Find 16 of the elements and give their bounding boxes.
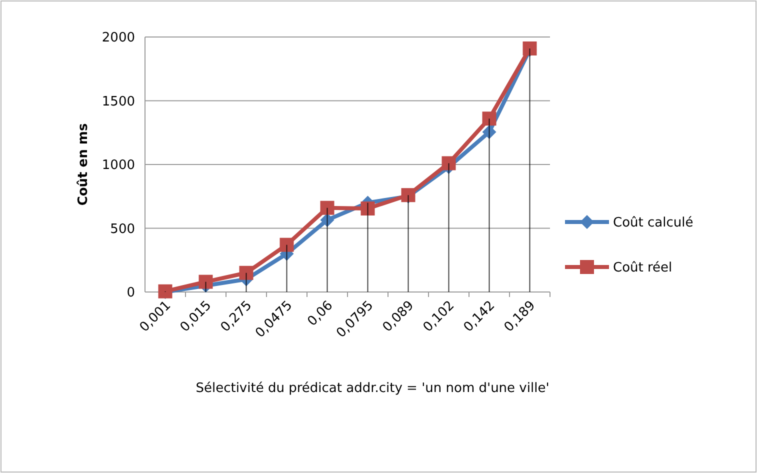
y-tick-label: 2000 [102,30,135,46]
point [482,112,496,126]
point [280,238,294,252]
legend-label: Coût calculé [613,216,694,231]
y-axis-title: Coût en ms [76,123,91,206]
legend-label: Coût réel [613,260,672,276]
point [239,266,254,280]
point [442,156,456,170]
y-tick-label: 1500 [102,94,135,110]
point [360,201,375,216]
point [198,274,213,289]
y-tick-label: 500 [110,222,135,237]
point [320,200,334,215]
y-tick-label: 1000 [102,158,135,174]
y-tick-label: 0 [126,286,135,301]
x-axis-title: Sélectivité du prédicat addr.city = 'un nom d'une ville' [196,381,550,396]
